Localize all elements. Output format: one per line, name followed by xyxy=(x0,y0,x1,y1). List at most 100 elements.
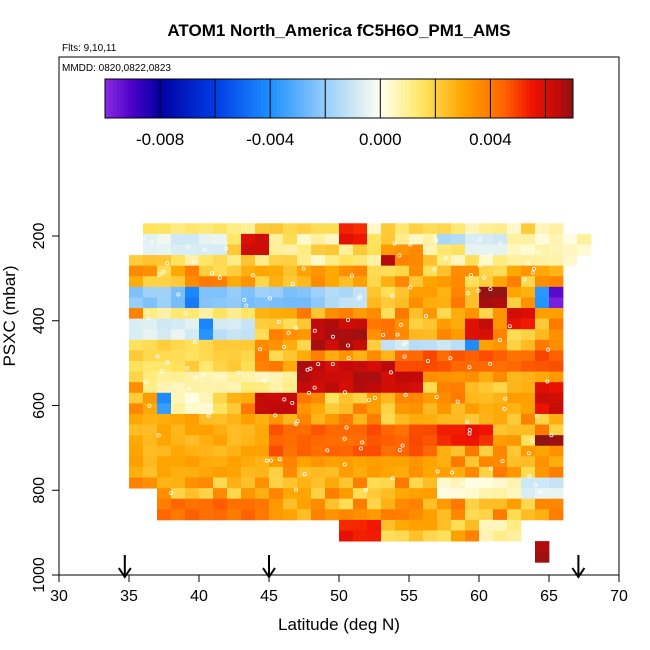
heatmap-cell xyxy=(395,435,410,447)
colorbar-segment xyxy=(385,79,391,118)
heatmap-cell xyxy=(311,392,326,404)
heatmap-cell xyxy=(227,329,242,341)
heatmap-cell xyxy=(367,466,382,478)
heatmap-cell xyxy=(199,265,214,277)
heatmap-cell xyxy=(227,456,242,468)
heatmap-cell xyxy=(367,382,382,394)
heatmap-cell xyxy=(283,509,298,521)
heatmap-cell xyxy=(157,361,172,372)
heatmap-cell xyxy=(311,466,326,478)
heatmap-cell xyxy=(171,456,186,468)
heatmap-cell xyxy=(409,255,424,267)
heatmap-cell xyxy=(143,233,158,245)
heatmap-cell xyxy=(199,424,214,436)
heatmap-cell xyxy=(171,318,186,330)
heatmap-cell xyxy=(185,297,200,309)
heatmap-cell xyxy=(129,297,144,309)
heatmap-cell xyxy=(381,361,396,372)
heatmap-cell xyxy=(213,223,228,235)
heatmap-cell xyxy=(395,456,410,468)
heatmap-cell xyxy=(241,223,256,235)
heatmap-cell xyxy=(409,456,424,468)
heatmap-cell xyxy=(339,223,354,235)
heatmap-cell xyxy=(269,413,284,425)
heatmap-cell xyxy=(297,233,312,245)
heatmap-cell xyxy=(409,382,424,394)
heatmap-cell xyxy=(269,424,284,436)
heatmap-cell xyxy=(297,456,312,468)
heatmap-cell xyxy=(171,498,186,510)
heatmap-cell xyxy=(479,350,494,362)
colorbar-segment xyxy=(186,79,192,118)
observation-point xyxy=(530,270,535,275)
heatmap-cell xyxy=(521,223,536,235)
heatmap-cell xyxy=(381,371,396,383)
observation-point xyxy=(282,344,287,349)
heatmap-cell xyxy=(409,233,424,245)
heatmap-cell xyxy=(549,382,564,394)
observation-point xyxy=(349,273,354,278)
observation-point xyxy=(434,238,439,243)
heatmap-cell xyxy=(213,445,228,457)
heatmap-cell xyxy=(241,435,256,447)
heatmap-cell xyxy=(157,350,172,362)
heatmap-cell xyxy=(521,403,536,415)
colorbar-segment xyxy=(424,79,430,118)
heatmap-cell xyxy=(507,403,522,415)
heatmap-cell xyxy=(535,297,550,309)
heatmap-cell xyxy=(227,392,242,404)
heatmap-cell xyxy=(269,233,284,245)
heatmap-cell xyxy=(143,413,158,425)
heatmap-cell xyxy=(297,361,312,372)
heatmap-cell xyxy=(535,488,550,500)
heatmap-cell xyxy=(129,265,144,277)
heatmap-cell xyxy=(535,424,550,436)
heatmap-cell xyxy=(451,466,466,478)
heatmap-cell xyxy=(269,329,284,341)
heatmap-cell xyxy=(521,265,536,277)
heatmap-cell xyxy=(283,223,298,235)
heatmap-cell xyxy=(493,265,508,277)
heatmap-cell xyxy=(409,361,424,372)
heatmap-cell xyxy=(479,371,494,383)
observation-point xyxy=(497,337,502,342)
heatmap-cell xyxy=(479,382,494,394)
heatmap-cell xyxy=(353,371,368,383)
heatmap-cell xyxy=(255,255,270,267)
heatmap-cell xyxy=(381,339,396,351)
heatmap-cell xyxy=(381,488,396,500)
heatmap-cell xyxy=(143,244,158,256)
heatmap-cell xyxy=(353,276,368,288)
colorbar-segment xyxy=(471,79,476,118)
heatmap-cell xyxy=(423,530,438,542)
observation-point xyxy=(400,443,405,448)
heatmap-cell xyxy=(213,286,228,298)
heatmap-cell xyxy=(227,318,242,330)
heatmap-cell xyxy=(199,498,214,510)
heatmap-cell xyxy=(395,382,410,394)
heatmap-cell xyxy=(507,244,522,256)
heatmap-cell xyxy=(325,286,340,298)
heatmap-cell xyxy=(437,350,452,362)
y-tick-label: 800 xyxy=(31,477,48,504)
colorbar-tick-label: -0.004 xyxy=(246,130,294,149)
heatmap-cell xyxy=(157,435,172,447)
heatmap-cell xyxy=(325,435,340,447)
heatmap-cell xyxy=(479,223,494,235)
heatmap-cell xyxy=(255,403,270,415)
heatmap-cell xyxy=(255,509,270,521)
heatmap-cell xyxy=(535,477,550,489)
heatmap-cell xyxy=(465,530,480,542)
heatmap-cell xyxy=(311,308,326,320)
colorbar-segment xyxy=(370,79,375,118)
heatmap-cell xyxy=(199,403,214,415)
heatmap-cell xyxy=(451,350,466,362)
heatmap-cell xyxy=(157,297,172,309)
observation-point xyxy=(397,448,402,453)
observation-point xyxy=(467,427,472,432)
colorbar xyxy=(104,78,574,119)
observation-point xyxy=(476,288,481,293)
colorbar-segment xyxy=(495,79,500,118)
heatmap-cell xyxy=(535,392,550,404)
observation-point xyxy=(306,390,311,395)
